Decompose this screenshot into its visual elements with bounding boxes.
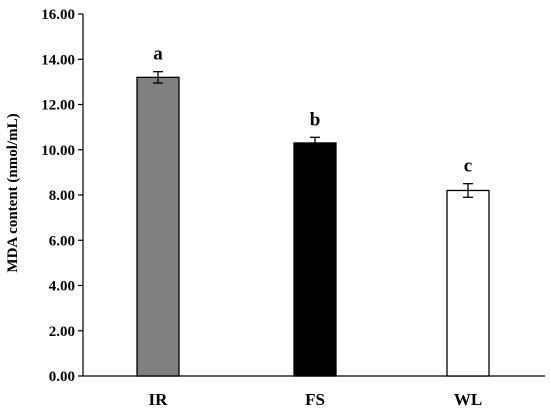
significance-label: c [464, 156, 472, 177]
bar-ir [136, 76, 180, 377]
y-tick-label: 14.00 [41, 52, 75, 68]
x-category-label: IR [149, 390, 169, 409]
y-tick-label: 12.00 [41, 98, 75, 114]
significance-label: b [310, 109, 321, 130]
bar-wl [446, 189, 490, 377]
bars: a b c [136, 44, 490, 377]
y-tick-label: 0.00 [49, 369, 75, 385]
y-axis-title: MDA content (nmol/mL) [5, 113, 21, 272]
y-axis: 0.00 2.00 4.00 6.00 8.00 10.00 12.00 14.00 16.00 [41, 7, 84, 385]
y-tick-label: 16.00 [41, 7, 75, 23]
y-tick-label: 10.00 [41, 143, 75, 159]
x-axis: IR FS WL [83, 375, 545, 409]
y-tick-label: 4.00 [49, 279, 75, 295]
x-category-label: FS [305, 390, 325, 409]
y-tick-label: 2.00 [49, 324, 75, 340]
bar-fs [293, 142, 337, 377]
significance-label: a [153, 44, 163, 65]
x-category-label: WL [454, 390, 482, 409]
y-tick-label: 8.00 [49, 188, 75, 204]
y-tick-label: 6.00 [49, 233, 75, 249]
